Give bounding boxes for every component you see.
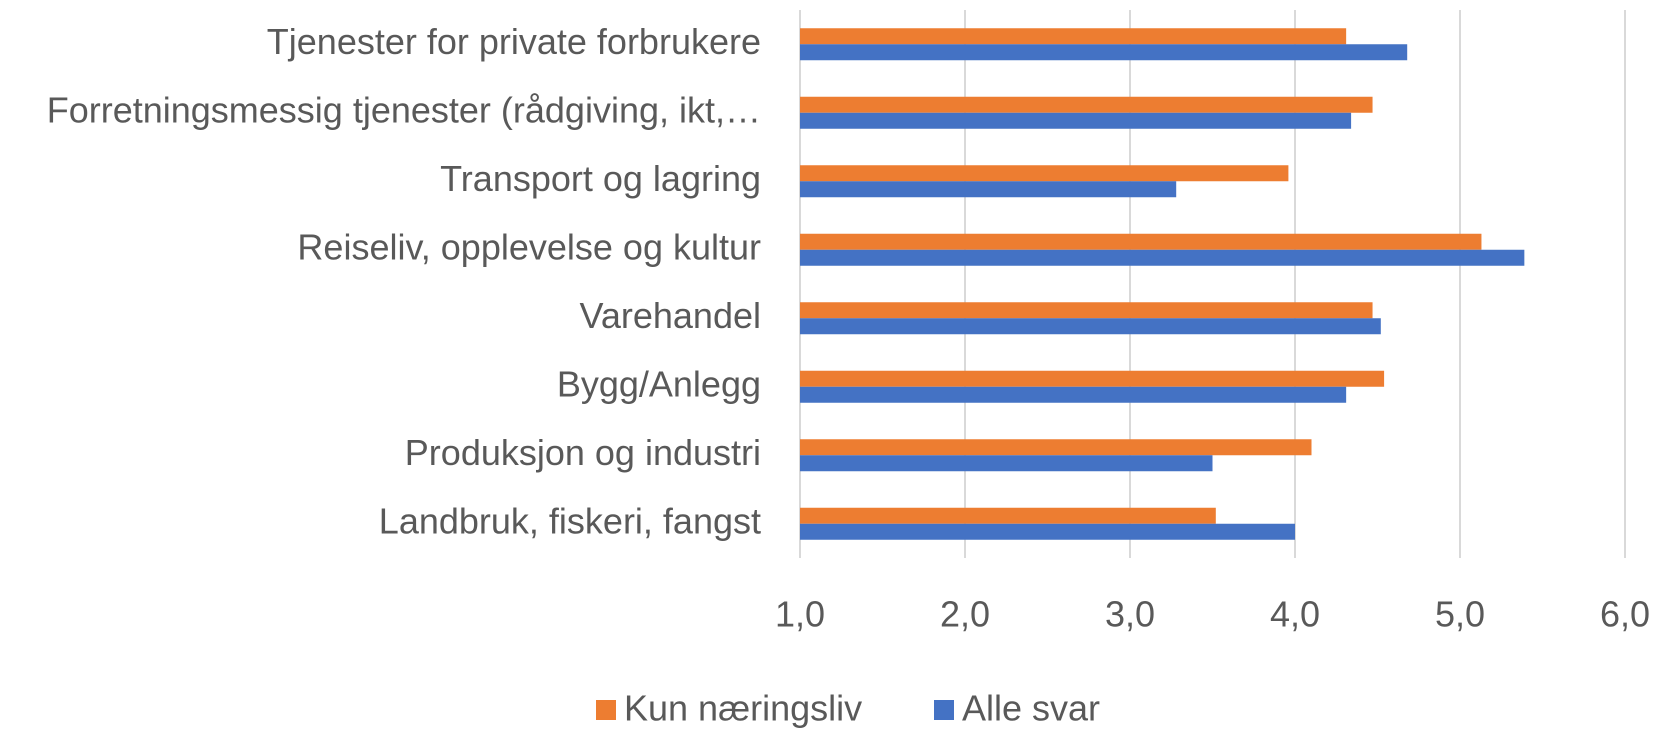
legend-swatch — [934, 700, 954, 720]
x-tick-label: 3,0 — [1105, 594, 1155, 635]
bar — [800, 249, 1525, 266]
y-tick-label: Tjenester for private forbrukere — [267, 21, 761, 62]
y-tick-label: Produksjon og industri — [405, 432, 761, 473]
bar — [800, 386, 1347, 403]
legend-label: Alle svar — [962, 688, 1100, 729]
bar — [800, 523, 1295, 540]
bar — [800, 370, 1385, 387]
bar — [800, 455, 1213, 472]
x-tick-label: 2,0 — [940, 594, 990, 635]
x-tick-label: 5,0 — [1435, 594, 1485, 635]
y-tick-label: Landbruk, fiskeri, fangst — [379, 500, 761, 541]
bar — [800, 439, 1312, 456]
bar — [800, 165, 1289, 182]
bar — [800, 28, 1347, 45]
y-tick-label: Reiseliv, opplevelse og kultur — [297, 226, 761, 267]
x-tick-label: 1,0 — [775, 594, 825, 635]
y-tick-label: Forretningsmessig tjenester (rådgiving, … — [47, 89, 761, 130]
legend-swatch — [596, 700, 616, 720]
bar — [800, 507, 1216, 524]
y-tick-label: Varehandel — [580, 295, 761, 336]
x-tick-label: 4,0 — [1270, 594, 1320, 635]
bar — [800, 233, 1482, 250]
bar — [800, 181, 1177, 198]
bar — [800, 318, 1381, 335]
y-tick-label: Transport og lagring — [440, 158, 761, 199]
bar — [800, 96, 1373, 113]
bar — [800, 112, 1352, 129]
bar — [800, 44, 1408, 61]
x-tick-label: 6,0 — [1600, 594, 1650, 635]
y-tick-label: Bygg/Anlegg — [557, 363, 761, 404]
bar — [800, 302, 1373, 319]
legend-label: Kun næringsliv — [624, 688, 862, 729]
